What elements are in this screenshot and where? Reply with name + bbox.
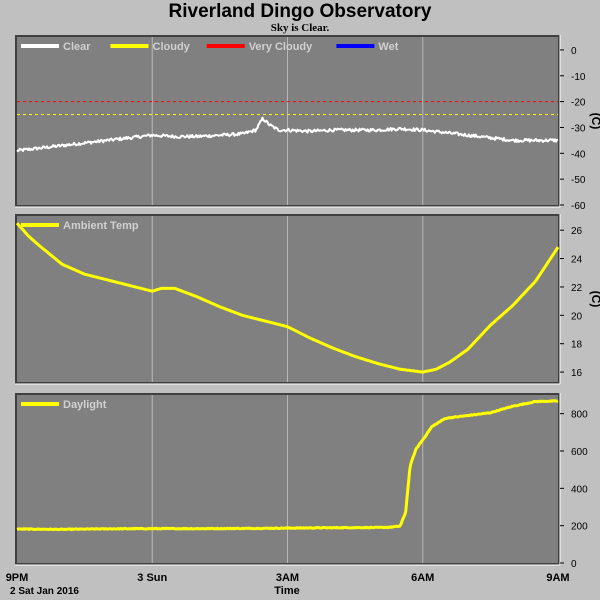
x-axis-label: Time [274,585,299,597]
y-tick-label: -10 [571,72,586,83]
panel-2: 26 24 22 20 18 16 (C) Ambient Temp [15,214,600,385]
y-tick-label: -40 [571,149,586,160]
legend-label: Ambient Temp [63,220,139,232]
y-tick-label: 22 [571,283,583,294]
x-axis-date: 2 Sat Jan 2016 [10,586,79,597]
y-tick-label: 400 [571,484,588,495]
legend-label: Very Cloudy [249,41,313,53]
y-tick-label: 600 [571,447,588,458]
y-tick-label: -20 [571,98,586,109]
y-tick-label: 24 [571,255,583,266]
y-tick-label: -60 [571,201,586,212]
y-tick-label: 0 [571,559,577,570]
sky-status: Sky is Clear. [270,22,330,34]
x-tick-label: 6AM [411,572,434,584]
panel-3: 800 600 400 200 0 Daylight [15,393,588,570]
y-tick-label: 0 [571,46,577,57]
series-line [16,399,559,532]
y-tick-label: 20 [571,311,583,322]
legend-label: Clear [63,41,91,53]
x-tick-label: 9AM [546,572,569,584]
x-tick-label: 3AM [276,572,299,584]
x-tick-label: 9PM [6,572,29,584]
y-tick-label: 26 [571,226,583,237]
legend-label: Wet [378,41,398,53]
y-tick-label: 16 [571,368,583,379]
y-tick-label: 18 [571,340,583,351]
y-tick-label: 200 [571,522,588,533]
chart-title: Riverland Dingo Observatory [168,1,432,22]
series-line [15,222,560,374]
y-axis-label: (C) [589,113,600,130]
y-tick-label: 800 [571,410,588,421]
panel-1: 0 -10 -20 -30 -40 -50 -60 (C) Clear Cloudy Very Cl… [15,35,600,212]
y-tick-label: -50 [571,175,586,186]
legend-label: Cloudy [153,41,191,53]
x-tick-label: 3 Sun [137,572,167,584]
legend-label: Daylight [63,399,107,411]
series-line [16,116,559,153]
y-tick-label: -30 [571,123,586,134]
y-axis-label: (C) [589,291,600,308]
